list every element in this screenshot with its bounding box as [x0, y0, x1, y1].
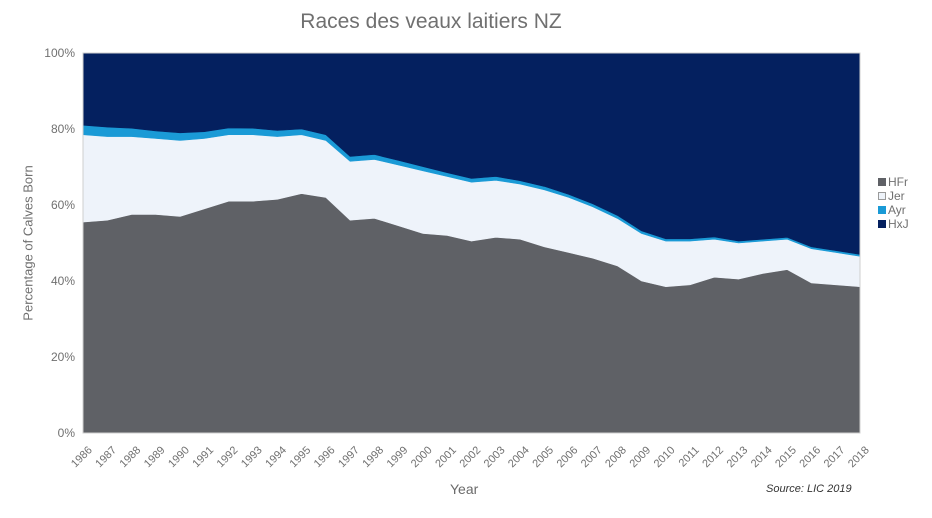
x-tick-label: 2016: [797, 444, 823, 470]
x-tick-label: 2011: [677, 444, 702, 469]
x-tick-label: 2007: [579, 444, 605, 470]
x-tick-label: 2013: [725, 444, 751, 470]
x-tick-label: 2017: [822, 444, 848, 470]
legend-label-hxj: HxJ: [888, 217, 909, 231]
x-tick-label: 2002: [457, 444, 483, 470]
legend: HFr Jer Ayr HxJ: [878, 175, 909, 231]
x-tick-label: 1994: [263, 444, 289, 470]
source-note: Source: LIC 2019: [766, 483, 852, 495]
legend-item-ayr: Ayr: [878, 203, 909, 217]
legend-label-ayr: Ayr: [888, 203, 906, 217]
x-tick-label: 2012: [700, 444, 726, 470]
y-tick-label: 100%: [44, 46, 75, 60]
y-axis-label: Percentage of Calves Born: [20, 165, 36, 321]
x-tick-label: 2005: [530, 444, 556, 470]
x-tick-label: 2015: [773, 444, 799, 470]
x-tick-label: 1987: [93, 444, 119, 470]
legend-item-hfr: HFr: [878, 175, 909, 189]
x-tick-label: 2001: [433, 444, 459, 470]
x-tick-label: 2018: [846, 444, 872, 470]
x-tick-label: 1988: [118, 444, 144, 470]
legend-swatch-jer: [878, 192, 886, 200]
legend-swatch-hxj: [878, 220, 886, 228]
legend-label-jer: Jer: [888, 189, 905, 203]
chart-title-text: Races des veaux laitiers NZ: [300, 10, 562, 33]
x-tick-label: 2000: [409, 444, 435, 470]
x-tick-label: 2014: [749, 444, 775, 470]
x-tick-label: 2004: [506, 444, 532, 470]
x-tick-label: 2010: [652, 444, 678, 470]
chart-title: Races des veaux laitiers NZ: [0, 10, 932, 34]
legend-swatch-hfr: [878, 178, 886, 186]
x-tick-label: 1989: [142, 444, 168, 470]
x-tick-label: 1997: [336, 444, 362, 470]
x-tick-label: 1992: [215, 444, 241, 470]
x-tick-label: 1995: [288, 444, 314, 470]
x-tick-label: 1996: [312, 444, 338, 470]
x-tick-label: 1993: [239, 444, 265, 470]
x-tick-label: 2006: [555, 444, 581, 470]
x-axis-label: Year: [450, 481, 479, 497]
legend-swatch-ayr: [878, 206, 886, 214]
x-tick-label: 1999: [385, 444, 411, 470]
x-tick-label: 1998: [360, 444, 386, 470]
plot-border: [82, 52, 861, 434]
legend-item-hxj: HxJ: [878, 217, 909, 231]
legend-item-jer: Jer: [878, 189, 909, 203]
x-tick-label: 2009: [627, 444, 653, 470]
y-tick-label: 0%: [58, 426, 76, 440]
y-tick-label: 20%: [51, 350, 75, 364]
y-tick-label: 40%: [51, 274, 75, 288]
x-tick-label: 1986: [69, 444, 95, 470]
y-axis-label-container: Percentage of Calves Born: [18, 53, 38, 433]
legend-label-hfr: HFr: [888, 175, 908, 189]
x-tick-label: 1991: [190, 444, 216, 470]
y-tick-label: 60%: [51, 198, 75, 212]
y-tick-label: 80%: [51, 122, 75, 136]
x-tick-label: 2003: [482, 444, 508, 470]
x-tick-label: 1990: [166, 444, 192, 470]
x-tick-label: 2008: [603, 444, 629, 470]
